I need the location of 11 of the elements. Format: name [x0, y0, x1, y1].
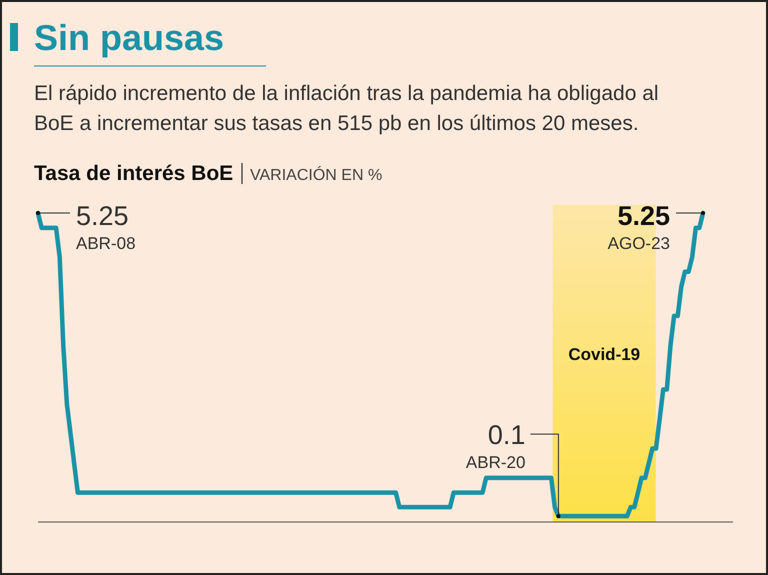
annotation: ABR-08: [76, 234, 136, 253]
annotation: 5.25: [76, 201, 129, 231]
y-axis-title: Tasa de interés BoE: [34, 162, 234, 185]
annotation: Covid-19: [568, 345, 640, 364]
chart-title: Sin pausas: [34, 17, 224, 58]
annotation: ABR-20: [466, 453, 526, 472]
annotation: 0.1: [488, 420, 526, 450]
annotation: AGO-23: [608, 234, 670, 253]
text: VARIACIÓN EN %: [250, 166, 382, 184]
annotation: 5.25: [617, 201, 670, 231]
chart-subtitle: El rápido incremento de la inflación tras la pandemia ha obligado al BoE a incrementar sus tasas en 515 pb en los últimos 20 meses.: [34, 82, 659, 135]
